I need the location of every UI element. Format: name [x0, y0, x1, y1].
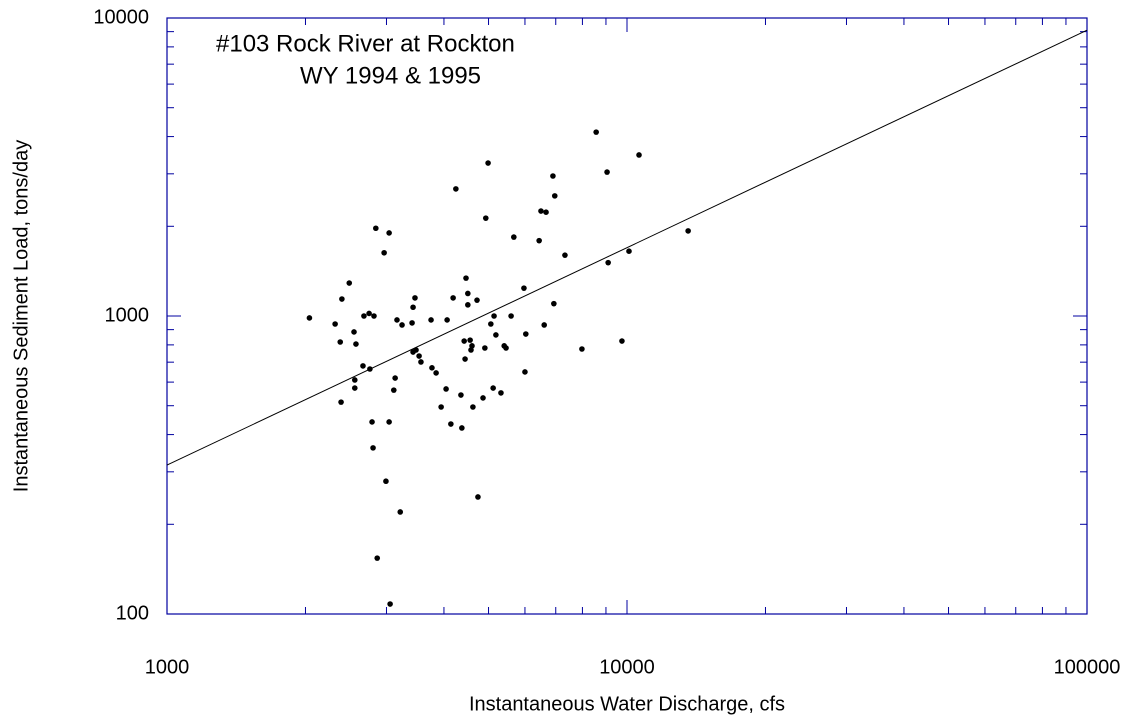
- x-tick-label: 100000: [1054, 656, 1121, 678]
- data-point: [538, 208, 544, 214]
- data-point: [462, 356, 468, 362]
- data-point: [448, 421, 454, 427]
- data-point: [429, 365, 435, 371]
- data-point: [636, 152, 642, 158]
- data-point: [508, 313, 514, 319]
- data-point: [386, 419, 392, 425]
- data-point: [390, 387, 397, 393]
- data-point: [409, 320, 415, 326]
- data-point: [444, 317, 450, 323]
- data-point: [381, 249, 387, 256]
- data-point: [373, 225, 379, 232]
- data-point: [493, 332, 499, 338]
- data-point: [485, 160, 491, 166]
- data-point: [332, 321, 338, 327]
- data-point: [386, 230, 392, 236]
- data-point: [353, 341, 359, 347]
- x-tick-label: 1000: [145, 656, 190, 678]
- data-point: [453, 186, 459, 192]
- data-point: [438, 404, 444, 410]
- data-point: [351, 385, 358, 391]
- data-point: [399, 322, 405, 328]
- data-point: [360, 363, 366, 369]
- data-point: [306, 315, 313, 321]
- data-point: [605, 259, 611, 266]
- x-tick-label: 10000: [599, 656, 655, 678]
- data-point: [463, 275, 469, 281]
- data-point: [490, 385, 496, 391]
- data-point: [371, 313, 377, 319]
- x-axis-label: Instantaneous Water Discharge, cfs: [469, 693, 785, 715]
- data-point: [339, 296, 345, 302]
- y-axis-label: Instantaneous Sediment Load, tons/day: [10, 140, 32, 492]
- data-point: [503, 345, 509, 351]
- data-point: [475, 494, 481, 500]
- data-point: [467, 337, 473, 343]
- chart-title: #103 Rock River at Rockton: [216, 30, 515, 57]
- data-point: [498, 390, 504, 396]
- y-tick-label: 100: [116, 602, 149, 624]
- data-point: [604, 169, 610, 175]
- data-point: [338, 399, 344, 405]
- fit-line: [166, 29, 1088, 466]
- data-point: [469, 343, 475, 349]
- data-point: [394, 317, 400, 323]
- data-point: [474, 297, 480, 303]
- data-point: [626, 248, 632, 254]
- data-point: [383, 478, 389, 485]
- plot-frame: [166, 17, 1088, 615]
- data-point: [491, 313, 497, 319]
- data-point: [521, 285, 527, 291]
- chart-subtitle: WY 1994 & 1995: [300, 62, 481, 89]
- data-point: [465, 290, 471, 297]
- data-point: [418, 359, 424, 365]
- data-point: [397, 509, 404, 515]
- data-point: [511, 234, 517, 240]
- data-point: [488, 321, 494, 327]
- data-point: [550, 173, 556, 179]
- data-point: [428, 317, 434, 323]
- data-point: [458, 392, 464, 398]
- data-point: [536, 237, 542, 244]
- data-point: [410, 304, 416, 311]
- data-point: [523, 331, 529, 337]
- data-point: [543, 209, 549, 216]
- data-point: [470, 404, 476, 410]
- data-point: [579, 346, 585, 352]
- data-point: [361, 313, 367, 319]
- data-point: [465, 302, 471, 308]
- data-point: [461, 338, 467, 344]
- data-point: [337, 339, 344, 345]
- data-point: [351, 329, 357, 335]
- data-point: [480, 395, 486, 401]
- data-point: [346, 280, 353, 286]
- data-point: [522, 369, 528, 375]
- data-point: [369, 419, 375, 425]
- data-point: [412, 295, 418, 301]
- data-point: [433, 370, 439, 376]
- data-point: [416, 353, 422, 359]
- data-point: [366, 310, 372, 317]
- data-point: [541, 322, 548, 328]
- data-point: [392, 375, 398, 381]
- data-point: [374, 555, 381, 561]
- data-point: [443, 386, 449, 392]
- data-point: [593, 129, 599, 135]
- data-point: [482, 345, 488, 351]
- data-point: [370, 445, 376, 451]
- y-tick-label: 1000: [105, 304, 150, 326]
- data-point: [351, 377, 358, 383]
- data-point: [387, 601, 393, 607]
- data-point: [551, 300, 557, 307]
- data-point: [482, 215, 489, 221]
- data-point: [685, 228, 691, 234]
- data-point: [450, 295, 456, 301]
- data-point: [459, 425, 465, 431]
- data-point: [551, 193, 558, 199]
- y-tick-label: 10000: [93, 6, 149, 28]
- data-point: [619, 338, 625, 344]
- data-point: [562, 252, 568, 258]
